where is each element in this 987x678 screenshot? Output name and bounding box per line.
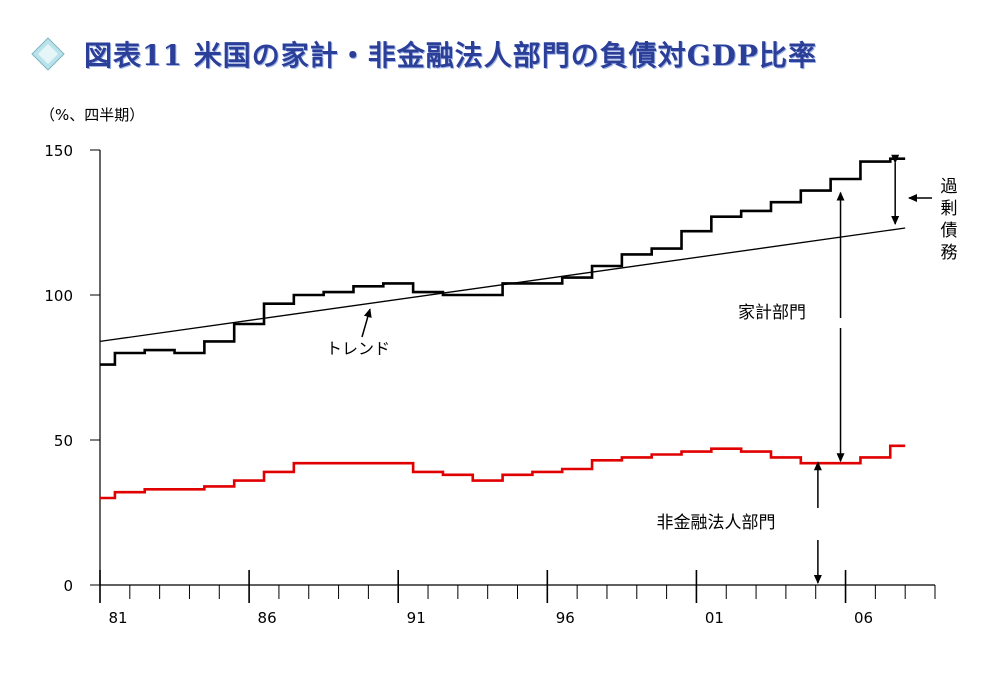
household-label: 家計部門 [738, 303, 806, 323]
trend-label: トレンド [326, 339, 390, 358]
diamond-icon [31, 37, 65, 71]
x-tick-label: 06 [854, 609, 873, 627]
chart-title: 図表11 米国の家計・非金融法人部門の負債対GDP比率 [84, 39, 817, 72]
y-tick-label: 150 [44, 142, 73, 160]
y-tick-label: 100 [44, 287, 73, 305]
series-line-household [100, 157, 906, 366]
x-tick-label: 81 [108, 609, 127, 627]
excess-debt-label: 剰 [941, 199, 958, 219]
x-tick-label: 01 [705, 609, 724, 627]
x-tick-label: 96 [556, 609, 575, 627]
axes: 0 50 100 150 81 86 91 96 01 06 [44, 142, 936, 627]
excess-debt-label: 過 [941, 177, 958, 197]
series-line-trend [99, 227, 906, 343]
y-tick-label: 50 [54, 432, 73, 450]
x-tick-label: 91 [407, 609, 426, 627]
series-lines [99, 157, 906, 500]
trend-arrow [361, 308, 372, 338]
x-tick-label: 86 [258, 609, 277, 627]
corporate-label: 非金融法人部門 [657, 513, 776, 533]
series-line-corporate [100, 444, 906, 500]
title-row: 図表11 米国の家計・非金融法人部門の負債対GDP比率 [30, 28, 817, 80]
y-tick-label: 0 [63, 577, 73, 595]
excess-debt-label: 務 [941, 243, 958, 263]
y-unit-label: （%、四半期） [40, 106, 145, 124]
excess-debt-label: 債 [941, 221, 958, 241]
